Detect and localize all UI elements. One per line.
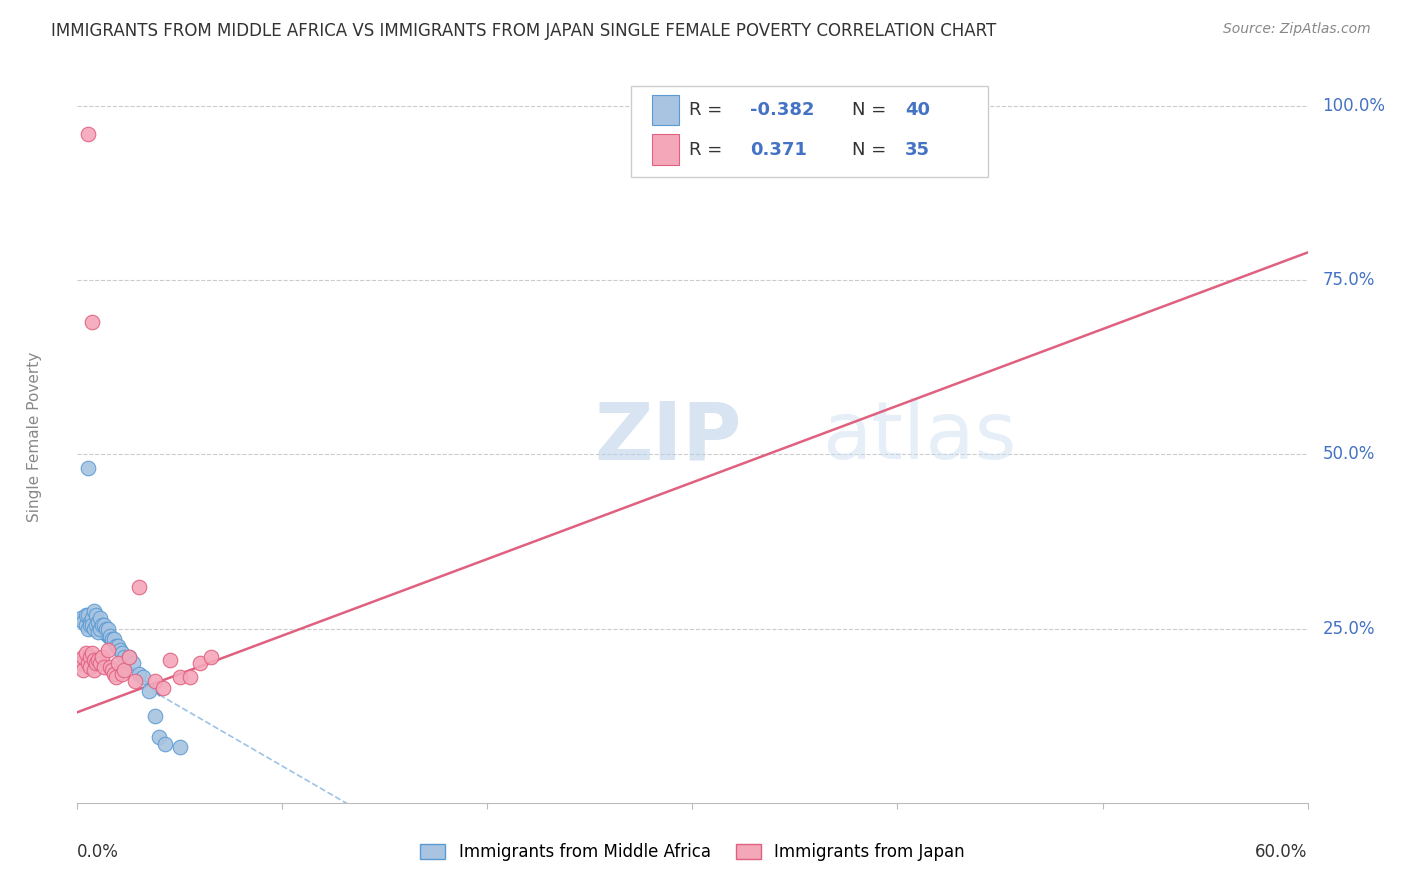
Point [70,657,93,671]
Text: Source: ZipAtlas.com: Source: ZipAtlas.com [1223,22,1371,37]
Point [79,649,101,664]
Text: atlas: atlas [821,398,1017,476]
Text: -0.382: -0.382 [751,101,814,120]
Point [83,664,105,678]
Legend: Immigrants from Middle Africa, Immigrants from Japan: Immigrants from Middle Africa, Immigrant… [413,837,972,868]
Point [84,618,107,632]
Point [97,622,120,636]
Point [179,670,201,684]
Point [76,607,98,622]
Point [79,615,101,629]
Point [89,611,111,625]
Point [155,737,177,751]
Point [72,664,94,678]
Point [103,632,125,646]
Point [98,660,121,674]
Point [152,681,174,695]
Text: ZIP: ZIP [595,398,741,476]
Point [169,670,191,684]
Point [75,607,97,622]
Point [90,618,114,632]
Point [87,625,110,640]
Point [148,730,170,744]
Text: IMMIGRANTS FROM MIDDLE AFRICA VS IMMIGRANTS FROM JAPAN SINGLE FEMALE POVERTY COR: IMMIGRANTS FROM MIDDLE AFRICA VS IMMIGRA… [51,22,995,40]
Point [111,667,134,681]
FancyBboxPatch shape [652,95,679,126]
Text: 25.0%: 25.0% [1323,620,1375,638]
Point [93,660,115,674]
Point [98,629,121,643]
Text: 60.0%: 60.0% [1256,843,1308,861]
Text: 40: 40 [905,101,931,120]
Point [159,653,181,667]
Point [83,622,105,636]
Point [83,604,105,618]
Point [80,611,103,625]
Point [97,642,120,657]
Point [80,618,103,632]
Point [84,607,107,622]
Point [79,660,101,674]
Point [72,649,94,664]
Point [105,639,128,653]
Point [105,670,128,684]
Point [87,615,110,629]
Point [76,622,98,636]
Point [128,580,150,594]
Text: 100.0%: 100.0% [1323,97,1385,115]
Point [84,657,107,671]
Point [103,667,125,681]
Point [90,649,114,664]
Point [89,622,111,636]
Point [138,684,160,698]
Text: N =: N = [852,141,893,159]
Text: 0.371: 0.371 [751,141,807,159]
Point [80,315,103,329]
Point [117,649,139,664]
Point [76,127,98,141]
Text: Single Female Poverty: Single Female Poverty [27,352,42,522]
Point [83,653,105,667]
Point [169,740,191,755]
Point [89,657,111,671]
FancyBboxPatch shape [652,135,679,165]
Point [132,670,155,684]
Text: 0.0%: 0.0% [77,843,120,861]
Point [101,664,124,678]
Point [80,646,103,660]
Point [72,615,94,629]
Point [76,461,98,475]
Point [143,708,166,723]
Point [117,649,139,664]
FancyBboxPatch shape [631,86,988,178]
Point [143,673,166,688]
Point [111,646,134,660]
Point [94,622,117,636]
Point [79,618,101,632]
Text: R =: R = [689,141,734,159]
Point [110,642,132,657]
Point [70,611,93,625]
Point [200,649,222,664]
Text: N =: N = [852,101,893,120]
Point [75,618,97,632]
Text: 75.0%: 75.0% [1323,271,1375,289]
Text: 50.0%: 50.0% [1323,445,1375,464]
Point [107,657,129,671]
Point [93,618,115,632]
Text: 35: 35 [905,141,931,159]
Point [128,667,150,681]
Point [75,646,97,660]
Point [114,649,136,664]
Point [188,657,212,671]
Point [124,673,146,688]
Point [107,639,129,653]
Point [114,664,136,678]
Point [121,657,143,671]
Point [76,657,98,671]
Point [101,632,124,646]
Text: R =: R = [689,101,728,120]
Point [87,653,110,667]
